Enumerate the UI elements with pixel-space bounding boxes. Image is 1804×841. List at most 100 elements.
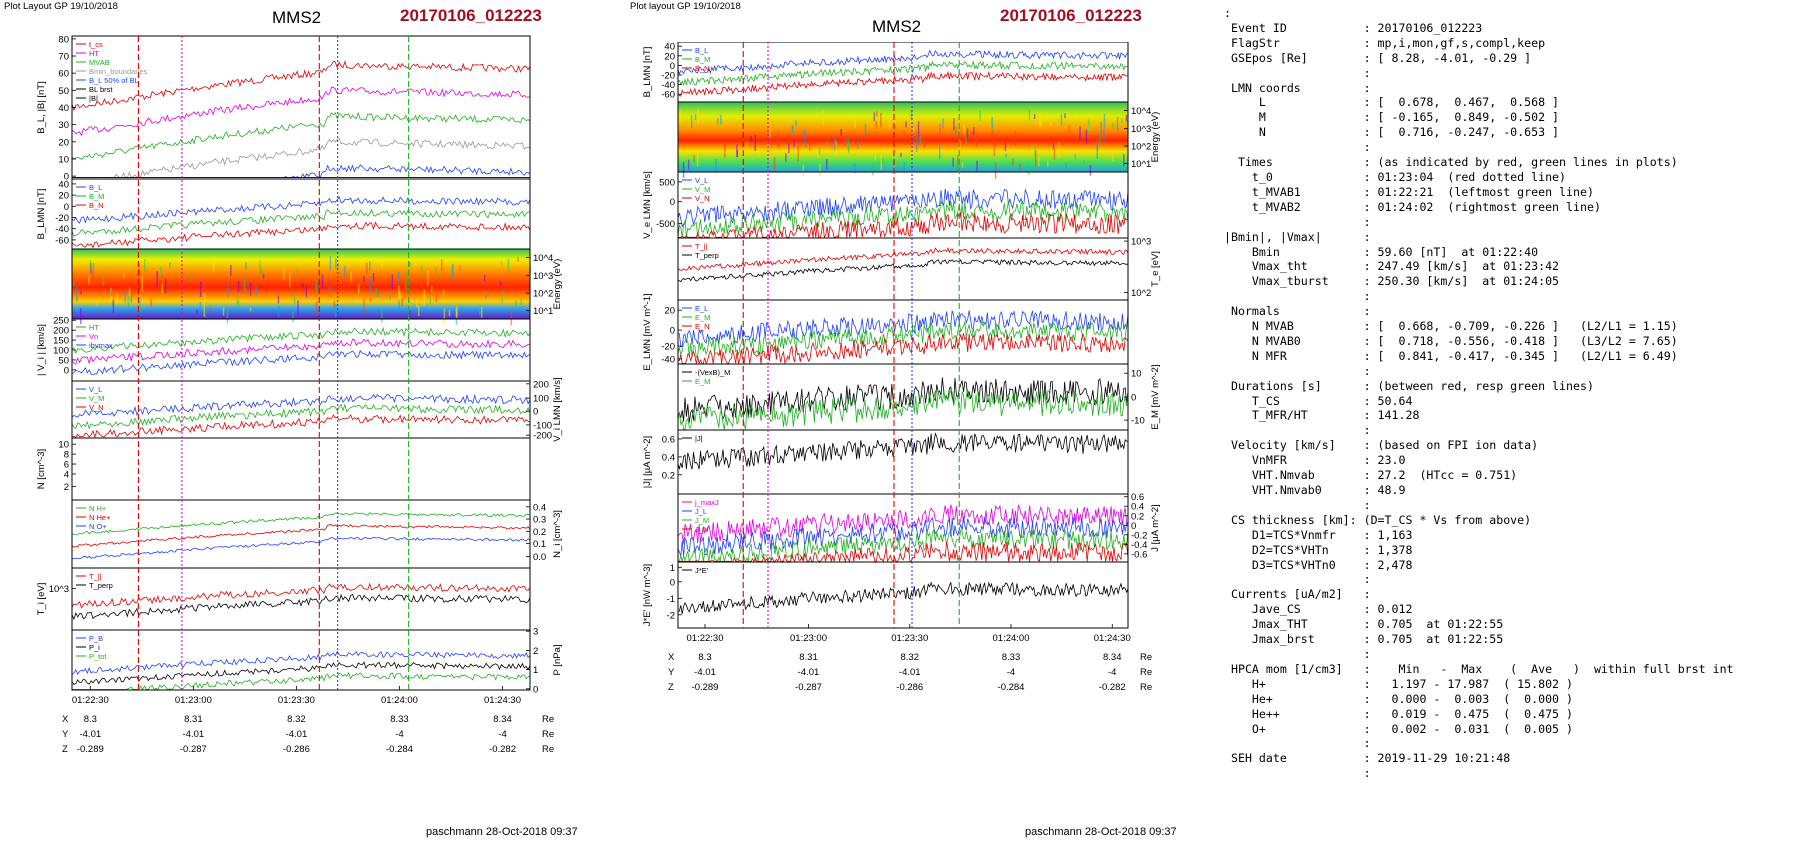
spectrogram-texture	[1112, 123, 1114, 130]
spectrogram-texture	[111, 302, 114, 308]
legend-entry: E_L	[695, 304, 708, 313]
spectrogram-texture	[156, 271, 158, 287]
spectrogram-texture	[903, 161, 906, 173]
spectrogram-texture	[315, 301, 318, 315]
spectrogram-texture	[335, 258, 337, 270]
y-tick-label: 80	[58, 34, 69, 45]
summary-line: D3=TCS*VHTn0 : 2,478	[1224, 557, 1413, 572]
y-tick-label: 0	[670, 197, 675, 208]
spectrogram-texture	[882, 158, 884, 165]
pos-row-value: -0.282	[489, 744, 516, 755]
spectrogram-texture	[517, 257, 519, 262]
spectrogram-texture	[164, 278, 167, 294]
y-tick-label: 200	[533, 379, 549, 390]
spectrogram-texture	[89, 260, 92, 269]
legend-entry: V_L	[695, 176, 708, 185]
summary-line: Vmax_tht : 247.49 [km/s] at 01:23:42	[1224, 259, 1560, 274]
series-trace	[71, 196, 531, 224]
spectrogram-texture	[682, 162, 685, 178]
spectrogram-texture	[243, 278, 246, 292]
spectrogram-texture	[455, 308, 458, 317]
spectrogram-texture	[245, 262, 247, 270]
spectrogram-texture	[1033, 114, 1036, 120]
summary-line: :	[1224, 140, 1371, 155]
spectrogram-texture	[910, 141, 912, 146]
series-trace	[677, 60, 1129, 87]
spectrogram-texture	[1100, 121, 1102, 133]
spectrogram-texture	[888, 117, 891, 130]
spectrogram-texture	[372, 273, 375, 282]
pos-row-value: 8.34	[493, 714, 512, 725]
spectrogram-texture	[1112, 148, 1114, 161]
spectrogram-texture	[876, 111, 878, 117]
spectrogram-texture	[222, 307, 225, 316]
panel-8: 3 2 1 0 P [nPa] P_BP_iP_tot	[71, 627, 563, 695]
spectrogram-texture	[1047, 160, 1049, 167]
pos-row-value: -0.284	[998, 682, 1025, 693]
series-trace	[71, 582, 531, 609]
pos-row-value: 8.31	[799, 652, 818, 663]
spectrogram-texture	[1125, 114, 1128, 122]
series-trace	[678, 212, 1129, 239]
legend-entry: N O+	[89, 522, 107, 531]
spectrogram-texture	[277, 305, 280, 318]
legend-entry: T_perp	[89, 581, 113, 590]
y-tick-label: -40	[661, 354, 675, 365]
spectrogram-texture	[450, 279, 453, 284]
spectrogram-texture	[912, 127, 915, 133]
y-tick-label: -60	[661, 90, 675, 101]
spectrogram-texture	[793, 139, 795, 148]
summary-line: FlagStr : mp,i,mon,gf,s,compl,keep	[1224, 35, 1546, 50]
spectrogram-texture	[939, 123, 941, 139]
legend-entry: B_M	[695, 55, 710, 64]
pos-row-value: 8.33	[390, 714, 409, 725]
summary-line: H+ : 1.197 - 17.987 ( 15.802 )	[1224, 676, 1574, 691]
y-tick-label: 0.2	[533, 527, 546, 538]
spectrogram-texture	[966, 128, 969, 139]
y-tick-label: 0	[64, 202, 69, 213]
spectrogram-texture	[769, 122, 771, 138]
pos-row-value: -4.01	[899, 667, 921, 678]
spectrogram-texture	[844, 136, 847, 147]
spectrogram-texture	[143, 259, 146, 272]
y-axis-label: |J| [µA m^-2]	[642, 436, 653, 488]
spectrogram-texture	[750, 136, 752, 142]
spectrogram-texture	[802, 164, 804, 176]
panel-4: 200 100 0 -100-200 V_i LMN [km/s] V_LV_MV_N	[71, 377, 563, 442]
series-trace	[677, 258, 1129, 283]
y-tick-label: 20	[58, 137, 69, 148]
series-trace	[71, 86, 531, 137]
spectrogram-texture	[451, 265, 453, 278]
x-tick-label: 01:24:30	[1094, 633, 1131, 644]
spectrogram-texture	[942, 118, 944, 129]
summary-line: Currents [uA/m2] :	[1224, 587, 1371, 602]
spectrogram-texture	[878, 161, 880, 173]
spectrogram-texture	[817, 148, 819, 158]
pos-row-value: -4.01	[286, 729, 308, 740]
legend-entry: V_L	[89, 385, 102, 394]
y-tick-label: 10^3	[49, 584, 69, 595]
summary-line: :	[1224, 736, 1371, 751]
x-tick-label: 01:23:00	[790, 633, 827, 644]
y-axis-label: J [µA m^-2]	[1150, 504, 1161, 551]
spectrogram-texture	[293, 293, 296, 305]
spectrogram-texture	[479, 310, 481, 316]
pos-row-value: -0.287	[795, 682, 822, 693]
y-tick-label: 1	[670, 563, 675, 574]
y-tick-label: 0.4	[1131, 502, 1144, 513]
y-tick-label: 0.2	[662, 470, 675, 481]
spectrogram-texture	[138, 265, 140, 274]
spectrogram-texture	[255, 286, 258, 296]
y-tick-label: 20	[58, 191, 69, 202]
spectrogram-texture	[1074, 153, 1077, 161]
spectrogram-texture	[435, 294, 438, 303]
spectrogram-texture	[96, 299, 99, 307]
y-axis-label: N [cm^-3]	[36, 449, 47, 489]
left-event-id: 20170106_012223	[400, 6, 542, 25]
spectrogram-texture	[505, 279, 508, 293]
spectrogram-texture	[520, 298, 522, 307]
y-tick-label: -200	[533, 431, 552, 442]
